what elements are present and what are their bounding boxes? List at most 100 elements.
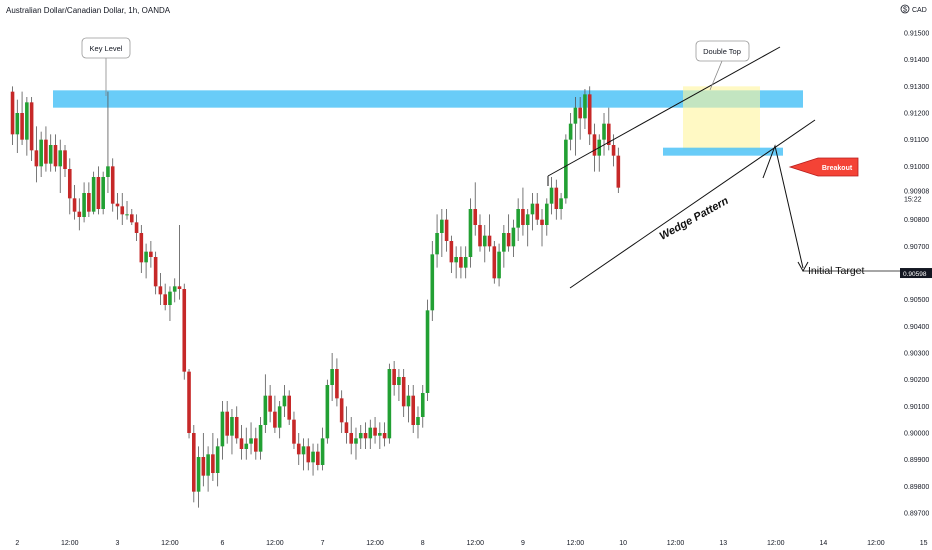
candle-body <box>568 123 573 140</box>
candle-body <box>583 94 587 119</box>
chart-title: Australian Dollar/Canadian Dollar, 1h, O… <box>6 6 171 15</box>
double-top-box[interactable] <box>683 86 760 151</box>
candle <box>168 286 172 321</box>
candle <box>559 193 563 220</box>
candle-body <box>25 102 29 140</box>
candle-body <box>554 187 559 209</box>
candle-body <box>182 289 187 372</box>
candle <box>497 243 501 287</box>
price-tick-label: 0.91100 <box>904 137 929 144</box>
candle <box>468 198 473 268</box>
candle-body <box>435 233 439 255</box>
candle-body <box>72 198 77 212</box>
candle <box>573 97 578 156</box>
candle-body <box>468 209 473 257</box>
candle <box>583 89 587 129</box>
candle-body <box>387 369 392 439</box>
candle-body <box>211 454 215 473</box>
candle-body <box>277 406 282 428</box>
price-tick-label: 0.91000 <box>904 164 929 171</box>
candle <box>215 438 220 487</box>
candle-body <box>401 377 406 407</box>
price-tick-label: 0.90000 <box>904 431 929 438</box>
candle-body <box>220 411 225 447</box>
time-tick-label: 12:00 <box>61 540 79 547</box>
candle-body <box>611 145 616 156</box>
candle <box>487 214 492 252</box>
double-top-callout[interactable]: Double Top <box>695 40 750 91</box>
candle-body <box>325 385 330 439</box>
candle <box>15 99 20 153</box>
candle <box>249 422 253 455</box>
candle-body <box>506 233 511 247</box>
candle <box>196 446 201 508</box>
candle-body <box>153 257 158 287</box>
candle <box>463 246 468 279</box>
candle-body <box>349 433 354 444</box>
candle-body <box>258 425 263 452</box>
wedge-upper-line[interactable] <box>547 46 781 177</box>
candle <box>277 401 282 439</box>
target-projection-path[interactable] <box>762 144 804 269</box>
candle-body <box>406 395 411 407</box>
candle-body <box>339 398 344 423</box>
breakout-callout[interactable]: Breakout <box>788 157 859 177</box>
candle-body <box>139 233 144 263</box>
key-level-callout[interactable]: Key Level <box>81 37 131 96</box>
candle <box>339 390 344 433</box>
svg-text:$: $ <box>903 7 907 14</box>
time-tick-label: 12:00 <box>867 540 885 547</box>
candle-body <box>187 371 191 433</box>
candle <box>187 369 191 439</box>
candle <box>597 134 602 172</box>
candle <box>316 443 320 471</box>
price-axis[interactable]: 0.91500 0.91400 0.91300 0.91200 0.91100 0.910… <box>900 31 932 518</box>
candle-body <box>354 438 358 444</box>
candle <box>163 283 167 311</box>
time-tick-label: 3 <box>116 540 120 547</box>
candle-body <box>511 227 516 247</box>
candle-body <box>358 433 363 439</box>
candle <box>211 433 215 481</box>
candle-body <box>535 203 540 220</box>
candle <box>263 374 268 433</box>
candle <box>72 185 77 220</box>
key-level-zone[interactable] <box>53 90 803 108</box>
candle <box>325 379 330 444</box>
current-price-label: 0.90908 <box>904 188 929 195</box>
breakout-label: Breakout <box>822 165 853 172</box>
price-tick-label: 0.90800 <box>904 217 929 224</box>
candle-body <box>425 310 430 393</box>
candle <box>110 158 115 212</box>
candle <box>125 201 129 220</box>
candle-body <box>144 251 148 263</box>
candle <box>91 171 96 215</box>
candle-body <box>215 446 220 473</box>
price-tick-label: 0.89800 <box>904 484 929 491</box>
candle <box>273 395 277 433</box>
time-tick-label: 2 <box>15 540 19 547</box>
candle-body <box>239 438 244 449</box>
candle-body <box>168 291 172 305</box>
candle <box>397 369 401 401</box>
candle-body <box>411 395 416 425</box>
candle <box>440 209 444 257</box>
time-axis[interactable]: 2 12:00 3 12:00 6 12:00 7 12:00 8 12:00 9 12:00 10 12… <box>15 540 927 547</box>
candle <box>158 273 163 305</box>
candle <box>420 385 425 428</box>
candle-body <box>363 433 368 439</box>
candle <box>587 86 592 145</box>
candle-body <box>15 113 20 135</box>
candle-body <box>525 214 530 225</box>
price-tick-label: 0.89900 <box>904 457 929 464</box>
candle-body <box>201 457 206 476</box>
candle <box>411 385 416 433</box>
candle-body <box>454 257 458 263</box>
breakout-zone[interactable] <box>663 147 783 156</box>
candle-body <box>268 395 272 412</box>
candle-body <box>125 214 129 216</box>
countdown-label: 15:22 <box>904 196 922 203</box>
candle-body <box>368 427 373 439</box>
